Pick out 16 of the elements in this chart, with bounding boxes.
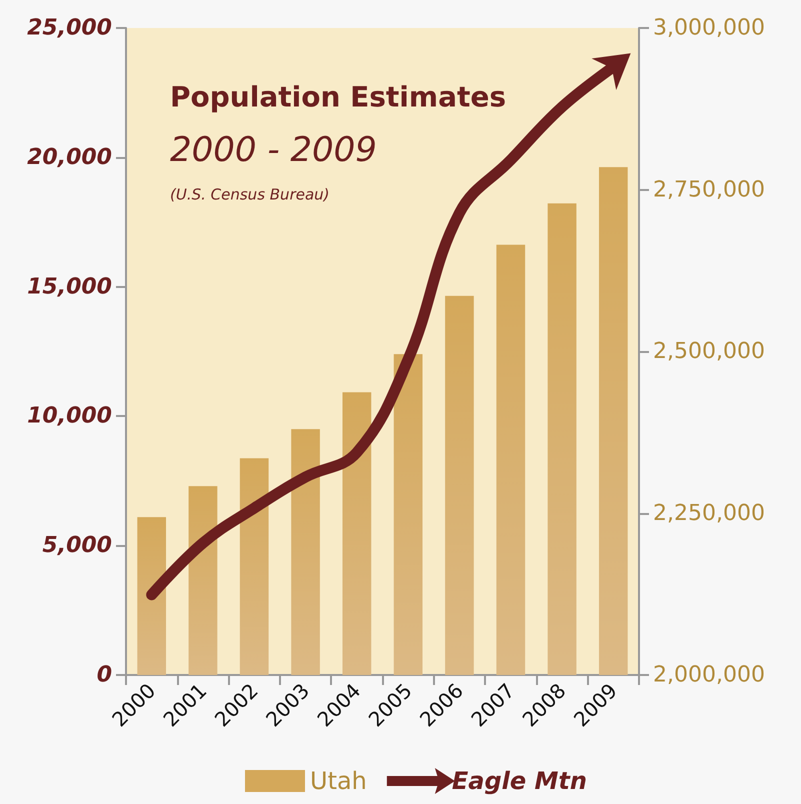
- legend-label: Eagle Mtn: [452, 767, 587, 795]
- y-tick-label: 25,000: [27, 16, 112, 40]
- y-tick-label: 10,000: [27, 404, 112, 429]
- y-tick-label: 20,000: [27, 144, 112, 170]
- y-tick-label: 0: [96, 662, 112, 688]
- y2-tick-label: 3,000,000: [653, 16, 765, 40]
- y2-tick-label: 2,500,000: [653, 339, 765, 364]
- y2-tick-label: 2,000,000: [653, 662, 765, 688]
- y2-tick-label: 2,750,000: [653, 177, 765, 202]
- text: Population Estimates: [170, 80, 506, 114]
- y-tick-label: 15,000: [27, 274, 112, 300]
- y-tick-label: 5,000: [42, 533, 112, 558]
- annotation: (U.S. Census Bureau): [170, 186, 330, 204]
- y2-tick-label: 2,250,000: [653, 500, 765, 526]
- text: 2000 - 2009: [170, 130, 377, 170]
- legend-label: Utah: [310, 767, 367, 795]
